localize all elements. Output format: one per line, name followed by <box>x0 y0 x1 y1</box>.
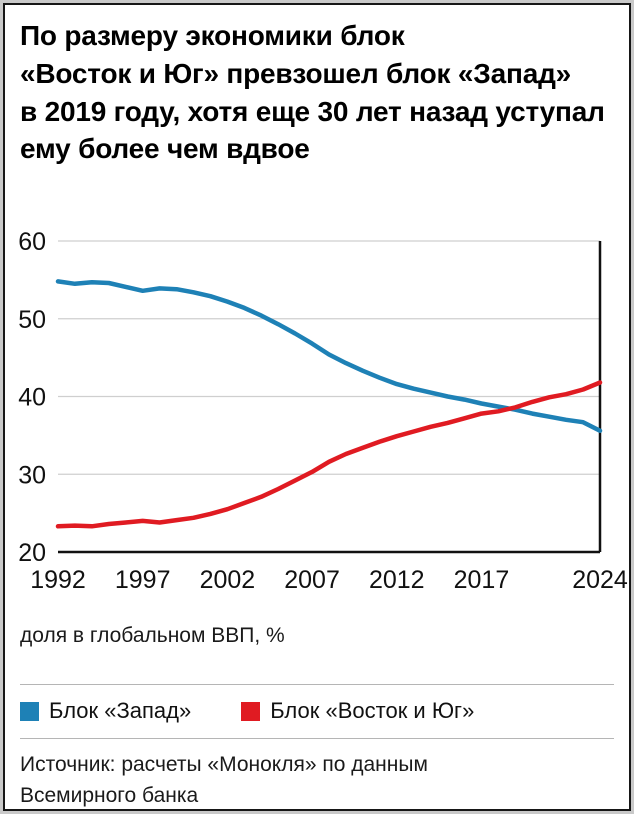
legend-item-west: Блок «Запад» <box>20 698 191 724</box>
svg-text:20: 20 <box>18 539 46 567</box>
infographic-card: По размеру экономики блок «Восток и Юг» … <box>3 3 631 811</box>
svg-text:40: 40 <box>18 384 46 412</box>
svg-text:2024: 2024 <box>572 566 628 594</box>
chart-title: По размеру экономики блок «Восток и Юг» … <box>20 20 605 165</box>
legend-swatch-east-south <box>241 701 261 721</box>
legend: Блок «Запад» Блок «Восток и Юг» <box>20 685 614 738</box>
line-chart: 20 30 40 50 60 1992 1997 2002 2007 2012 2017 2024 <box>18 228 628 594</box>
svg-text:2007: 2007 <box>284 566 340 594</box>
svg-text:2012: 2012 <box>369 566 425 594</box>
svg-text:1992: 1992 <box>30 566 86 594</box>
svg-text:1997: 1997 <box>115 566 171 594</box>
axis-caption: доля в глобальном ВВП, % <box>20 624 285 648</box>
svg-text:50: 50 <box>18 306 46 334</box>
legend-label-west: Блок «Запад» <box>49 698 192 724</box>
svg-text:60: 60 <box>18 228 46 256</box>
source-note: Источник: расчеты «Монокля» по данным Вс… <box>20 753 428 807</box>
svg-text:2017: 2017 <box>454 566 510 594</box>
separator-bottom <box>20 738 614 740</box>
svg-text:2002: 2002 <box>200 566 256 594</box>
legend-item-east-south: Блок «Восток и Юг» <box>241 698 474 724</box>
legend-label-east-south: Блок «Восток и Юг» <box>270 698 475 724</box>
legend-swatch-west <box>20 701 39 721</box>
separator-top <box>20 684 614 686</box>
svg-text:30: 30 <box>18 461 46 489</box>
